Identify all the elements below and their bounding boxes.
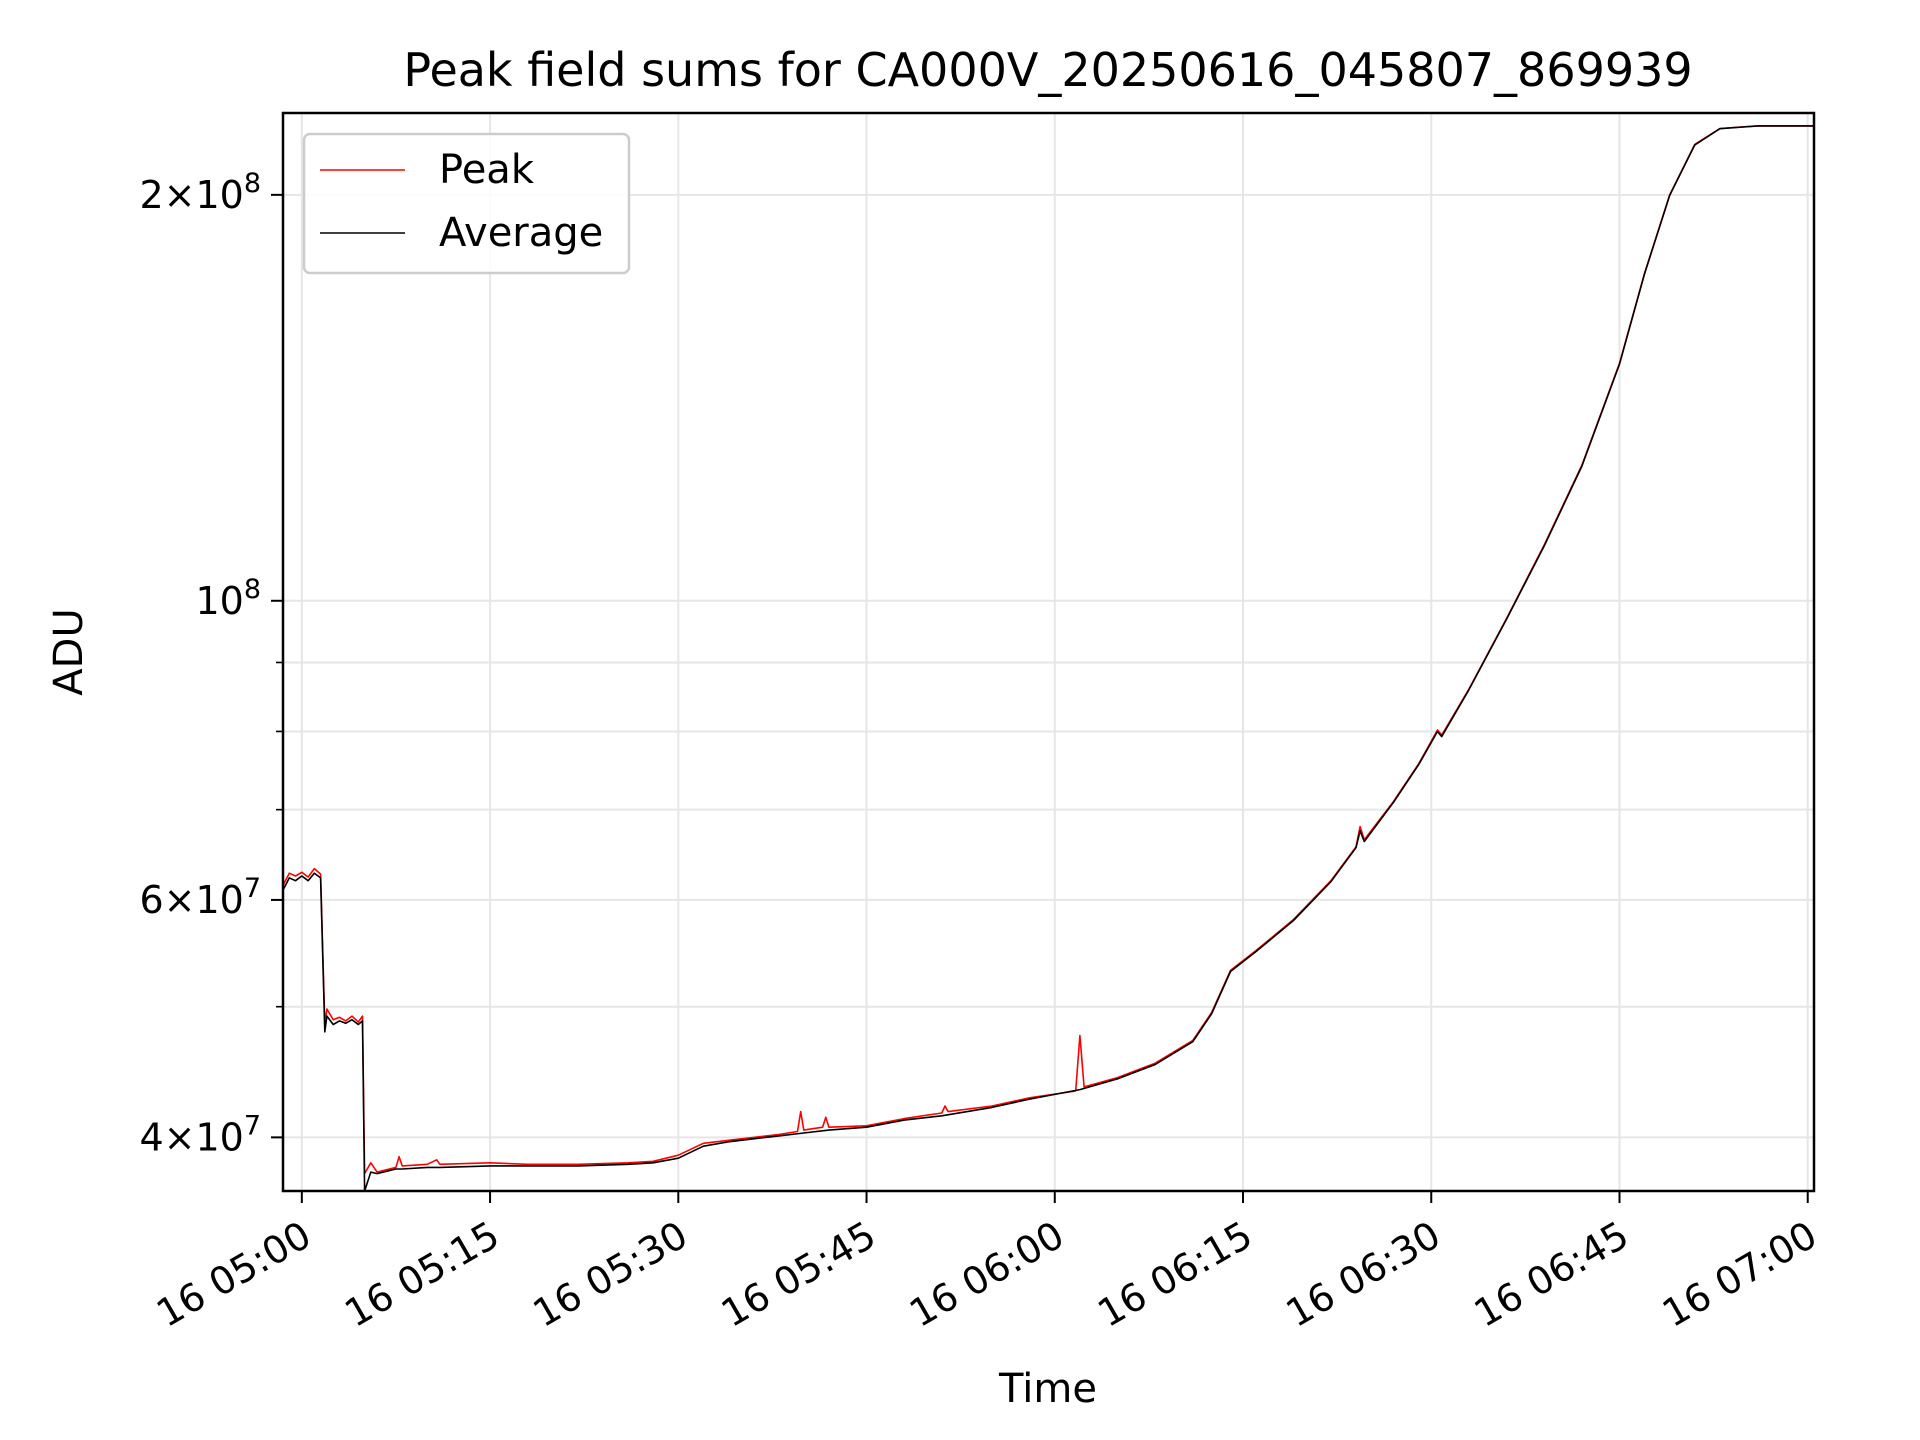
chart-title: Peak field sums for CA000V_20250616_0458… <box>403 43 1692 97</box>
y-axis-label: ADU <box>46 608 92 695</box>
y-tick-label: 6×107 <box>139 873 261 922</box>
y-tick-label: 4×107 <box>139 1110 261 1159</box>
legend-box <box>302 132 631 275</box>
legend-label-average: Average <box>439 210 603 256</box>
y-axis-ticks: 4×107 6×107 108 2×108 <box>139 168 283 1159</box>
grid <box>283 113 1814 1191</box>
x-axis-label: Time <box>998 1366 1097 1412</box>
legend: Peak Average <box>302 132 631 275</box>
y-tick-label: 108 <box>195 574 261 623</box>
series-line-average <box>282 125 1814 1192</box>
legend-label-peak: Peak <box>439 147 535 193</box>
series-lines <box>282 125 1814 1192</box>
y-tick-label: 2×108 <box>139 168 261 217</box>
plot-frame <box>281 111 1816 1193</box>
